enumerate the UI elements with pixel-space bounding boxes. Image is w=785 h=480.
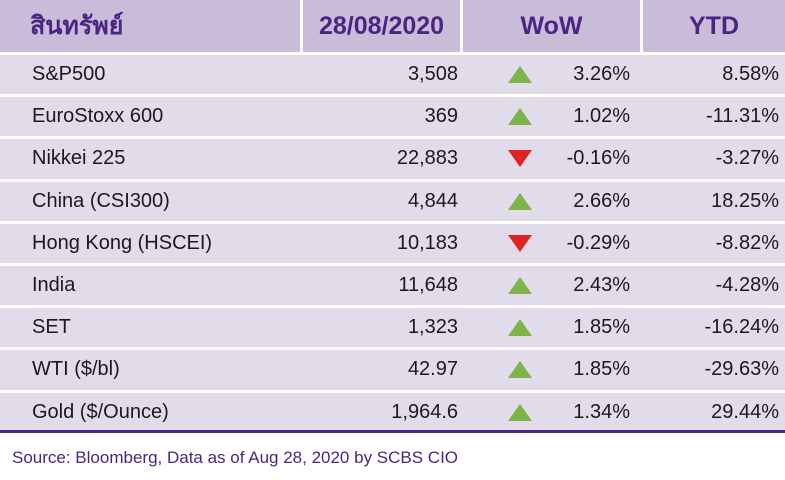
wow-change: 3.26% <box>573 63 630 86</box>
wow-change: 1.34% <box>573 400 630 423</box>
ytd-change: -8.82% <box>715 231 779 254</box>
table-header: สินทรัพย์ 28/08/2020 WoW YTD <box>0 0 785 52</box>
asset-value: 4,844 <box>407 189 458 212</box>
asset-name: SET <box>32 316 71 339</box>
triangle-up-icon <box>508 108 532 126</box>
table-row: S&P500 3,508 3.26% 8.58% <box>0 55 785 98</box>
wow-change: -0.16% <box>566 147 630 170</box>
asset-value: 10,183 <box>396 231 458 254</box>
direction-cell <box>508 182 532 221</box>
table-row: India 11,648 2.43% -4.28% <box>0 266 785 309</box>
direction-cell <box>508 55 532 94</box>
asset-value: 3,508 <box>407 63 458 86</box>
wow-change: 1.85% <box>573 316 630 339</box>
market-table: สินทรัพย์ 28/08/2020 WoW YTD S&P500 3,508… <box>0 0 785 430</box>
ytd-change: 8.58% <box>722 63 779 86</box>
wow-change: 2.43% <box>573 274 630 297</box>
triangle-up-icon <box>508 319 532 337</box>
ytd-change: -11.31% <box>705 105 779 128</box>
direction-cell <box>508 266 532 305</box>
asset-name: S&P500 <box>32 63 106 86</box>
triangle-up-icon <box>508 403 532 421</box>
triangle-down-icon <box>508 150 532 168</box>
ytd-change: 18.25% <box>711 189 779 212</box>
asset-name: India <box>32 274 76 297</box>
table-row: WTI ($/bl) 42.97 1.85% -29.63% <box>0 350 785 393</box>
asset-value: 1,964.6 <box>391 400 458 423</box>
ytd-change: -3.27% <box>715 147 779 170</box>
ytd-change: 29.44% <box>711 400 779 423</box>
direction-cell <box>508 97 532 136</box>
source-note: Source: Bloomberg, Data as of Aug 28, 20… <box>12 448 459 467</box>
wow-change: 1.02% <box>573 105 630 128</box>
triangle-up-icon <box>508 192 532 210</box>
asset-value: 369 <box>424 105 458 128</box>
table-row: Nikkei 225 22,883 -0.16% -3.27% <box>0 139 785 182</box>
ytd-change: -29.63% <box>704 358 780 381</box>
table-row: Gold ($/Ounce) 1,964.6 1.34% 29.44% <box>0 393 785 432</box>
header-asset: สินทรัพย์ <box>0 0 300 52</box>
direction-cell <box>508 224 532 263</box>
asset-name: Hong Kong (HSCEI) <box>32 231 213 254</box>
ytd-change: -16.24% <box>704 316 780 339</box>
asset-value: 1,323 <box>407 316 458 339</box>
source-divider <box>0 430 785 433</box>
table-body: S&P500 3,508 3.26% 8.58% EuroStoxx 600 369 1.0… <box>0 52 785 432</box>
triangle-up-icon <box>508 277 532 295</box>
asset-name: EuroStoxx 600 <box>32 105 164 128</box>
asset-name: WTI ($/bl) <box>32 358 120 381</box>
direction-cell <box>508 350 532 389</box>
table-row: Hong Kong (HSCEI) 10,183 -0.29% -8.82% <box>0 224 785 266</box>
asset-value: 11,648 <box>398 274 458 297</box>
wow-change: 2.66% <box>573 189 630 212</box>
triangle-down-icon <box>508 234 532 252</box>
header-ytd: YTD <box>640 0 785 52</box>
table-row: SET 1,323 1.85% -16.24% <box>0 308 785 351</box>
direction-cell <box>508 393 532 432</box>
table-row: China (CSI300) 4,844 2.66% 18.25% <box>0 182 785 224</box>
asset-value: 42.97 <box>407 358 458 381</box>
asset-name: Nikkei 225 <box>32 147 126 170</box>
wow-change: 1.85% <box>573 358 630 381</box>
wow-change: -0.29% <box>566 231 630 254</box>
triangle-up-icon <box>508 361 532 379</box>
ytd-change: -4.28% <box>715 274 779 297</box>
asset-value: 22,883 <box>396 147 458 170</box>
header-date: 28/08/2020 <box>300 0 460 52</box>
asset-name: Gold ($/Ounce) <box>32 400 169 423</box>
triangle-up-icon <box>508 66 532 84</box>
asset-name: China (CSI300) <box>32 189 170 212</box>
header-wow: WoW <box>460 0 640 52</box>
direction-cell <box>508 308 532 347</box>
table-row: EuroStoxx 600 369 1.02% -11.31% <box>0 97 785 140</box>
direction-cell <box>508 139 532 178</box>
